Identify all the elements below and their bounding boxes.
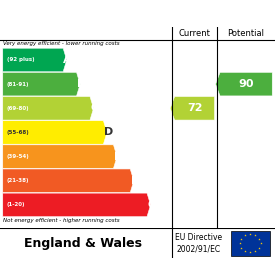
- Text: G: G: [147, 200, 156, 210]
- Text: (39-54): (39-54): [7, 154, 30, 159]
- Text: (55-68): (55-68): [7, 130, 30, 135]
- Polygon shape: [3, 72, 80, 96]
- Text: (92 plus): (92 plus): [7, 58, 34, 62]
- Text: B: B: [77, 79, 85, 89]
- Text: 2002/91/EC: 2002/91/EC: [177, 245, 221, 254]
- Text: Not energy efficient - higher running costs: Not energy efficient - higher running co…: [3, 218, 119, 223]
- Polygon shape: [3, 145, 117, 168]
- Text: EU Directive: EU Directive: [175, 233, 222, 242]
- Text: 72: 72: [187, 103, 202, 113]
- Text: Energy Efficiency Rating: Energy Efficiency Rating: [8, 6, 210, 21]
- Text: (81-91): (81-91): [7, 82, 29, 87]
- Text: E: E: [114, 152, 121, 162]
- Text: C: C: [90, 103, 98, 113]
- Text: (21-38): (21-38): [7, 178, 29, 183]
- Polygon shape: [3, 121, 107, 144]
- Text: D: D: [104, 127, 113, 138]
- Polygon shape: [3, 169, 134, 192]
- Text: A: A: [64, 55, 72, 65]
- Text: (1-20): (1-20): [7, 202, 25, 207]
- Text: F: F: [131, 176, 138, 186]
- Polygon shape: [216, 72, 272, 96]
- Text: (69-80): (69-80): [7, 106, 29, 111]
- Polygon shape: [170, 96, 214, 120]
- Text: Potential: Potential: [228, 29, 265, 38]
- Polygon shape: [3, 48, 67, 72]
- Text: 90: 90: [238, 79, 254, 89]
- FancyBboxPatch shape: [231, 231, 270, 256]
- Text: Very energy efficient - lower running costs: Very energy efficient - lower running co…: [3, 41, 119, 46]
- Polygon shape: [3, 96, 94, 120]
- Text: Current: Current: [179, 29, 210, 38]
- Text: England & Wales: England & Wales: [23, 237, 142, 250]
- Polygon shape: [3, 193, 151, 217]
